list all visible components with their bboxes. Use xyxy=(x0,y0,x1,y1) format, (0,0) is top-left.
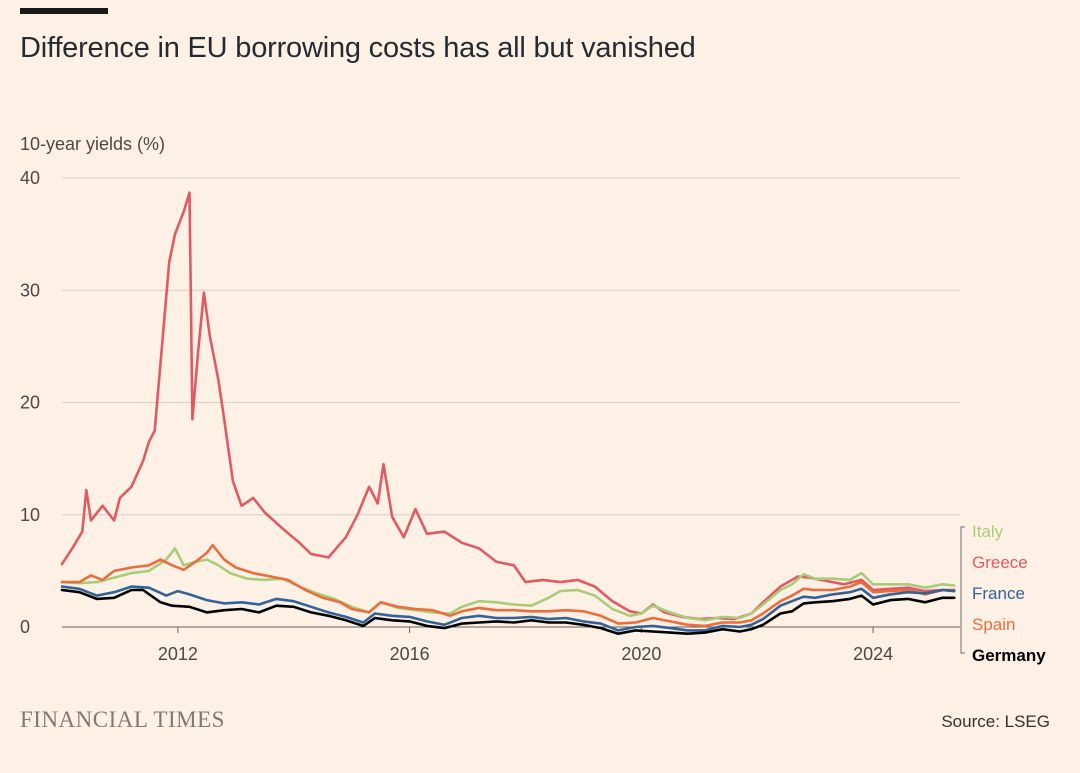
series-line-france xyxy=(60,585,956,632)
series-line-spain xyxy=(60,543,956,628)
y-tick-label: 20 xyxy=(20,393,40,413)
chart-title: Difference in EU borrowing costs has all… xyxy=(20,32,696,64)
x-tick-label: 2016 xyxy=(390,644,430,664)
gridlines xyxy=(62,177,960,628)
y-tick-label: 10 xyxy=(20,505,40,525)
legend-label-germany: Germany xyxy=(972,646,1046,665)
legend-label-spain: Spain xyxy=(972,615,1015,634)
legend-label-italy: Italy xyxy=(972,522,1004,541)
series-line-germany xyxy=(60,588,956,635)
x-ticks: 2012 2016 2020 2024 xyxy=(158,627,893,664)
legend-bracket xyxy=(960,526,965,654)
y-tick-label: 40 xyxy=(20,168,40,188)
y-tick-label: 0 xyxy=(20,617,30,637)
y-axis-label: 10-year yields (%) xyxy=(20,134,166,154)
ft-logo: FINANCIAL TIMES xyxy=(20,707,225,732)
x-tick-label: 2024 xyxy=(853,644,893,664)
source-note: Source: LSEG xyxy=(941,712,1050,731)
series-lines xyxy=(60,191,956,635)
legend: Italy Greece France Spain Germany xyxy=(960,522,1046,665)
ft-accent-bar xyxy=(20,8,108,14)
legend-label-france: France xyxy=(972,584,1025,603)
series-line-italy xyxy=(60,547,956,622)
y-ticks: 0 10 20 30 40 xyxy=(20,168,40,637)
series-line-greece xyxy=(60,191,956,621)
y-tick-label: 30 xyxy=(20,280,40,300)
legend-label-greece: Greece xyxy=(972,553,1028,572)
x-tick-label: 2012 xyxy=(158,644,198,664)
x-tick-label: 2020 xyxy=(621,644,661,664)
